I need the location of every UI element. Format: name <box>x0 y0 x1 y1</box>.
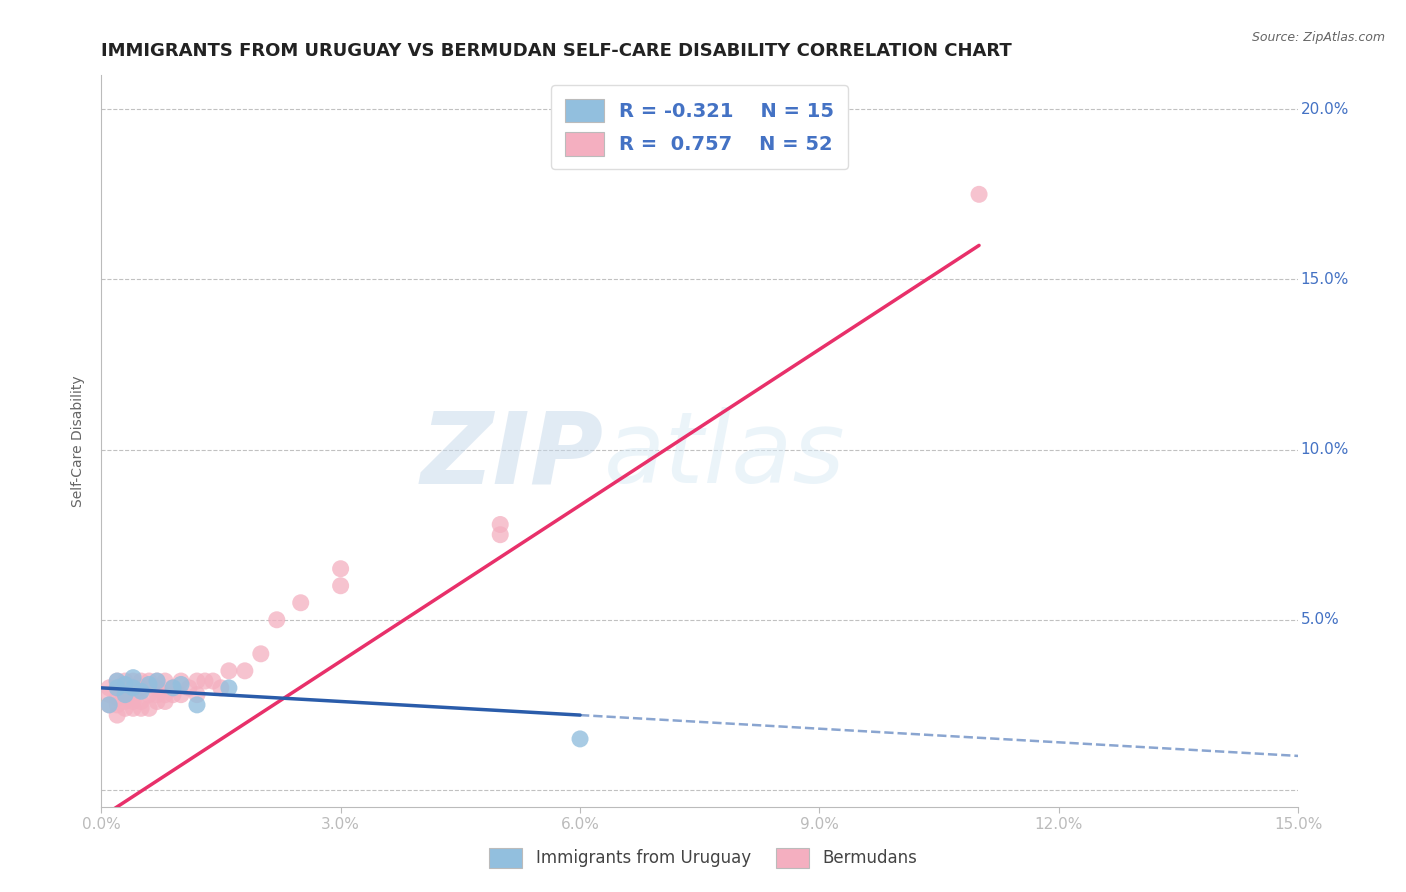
Point <box>105 674 128 689</box>
Text: 5.0%: 5.0% <box>1301 612 1340 627</box>
Point <box>114 688 136 702</box>
Point <box>122 688 145 702</box>
Point <box>218 664 240 678</box>
Point <box>266 613 288 627</box>
Point <box>162 681 184 695</box>
Point <box>122 681 145 695</box>
Point <box>138 701 160 715</box>
Point <box>170 674 193 689</box>
Point <box>170 677 193 691</box>
Point <box>146 694 169 708</box>
Point <box>105 691 128 706</box>
Text: ZIP: ZIP <box>420 408 605 504</box>
Point <box>967 187 990 202</box>
Point <box>186 698 208 712</box>
Point <box>329 562 352 576</box>
Point <box>138 674 160 689</box>
Point <box>170 688 193 702</box>
Point <box>146 688 169 702</box>
Point <box>290 596 312 610</box>
Point <box>194 674 217 689</box>
Point <box>129 674 152 689</box>
Point <box>122 681 145 695</box>
Text: 15.0%: 15.0% <box>1301 272 1348 287</box>
Point <box>129 694 152 708</box>
Point <box>218 681 240 695</box>
Point <box>569 731 592 746</box>
Point <box>129 681 152 695</box>
Point <box>153 688 176 702</box>
Point <box>114 694 136 708</box>
Point <box>201 674 224 689</box>
Legend: Immigrants from Uruguay, Bermudans: Immigrants from Uruguay, Bermudans <box>482 841 924 875</box>
Legend: R = -0.321    N = 15, R =  0.757    N = 52: R = -0.321 N = 15, R = 0.757 N = 52 <box>551 85 848 169</box>
Y-axis label: Self-Care Disability: Self-Care Disability <box>72 376 86 507</box>
Point <box>138 677 160 691</box>
Point <box>233 664 256 678</box>
Point <box>122 694 145 708</box>
Point <box>98 681 121 695</box>
Point <box>153 694 176 708</box>
Point <box>329 579 352 593</box>
Text: atlas: atlas <box>605 408 845 504</box>
Text: 10.0%: 10.0% <box>1301 442 1348 457</box>
Point <box>489 527 512 541</box>
Point <box>138 688 160 702</box>
Point <box>146 681 169 695</box>
Point <box>250 647 273 661</box>
Point <box>105 698 128 712</box>
Point <box>129 701 152 715</box>
Point <box>114 674 136 689</box>
Point <box>146 674 169 689</box>
Point <box>153 674 176 689</box>
Text: 20.0%: 20.0% <box>1301 102 1348 117</box>
Point <box>105 708 128 723</box>
Text: IMMIGRANTS FROM URUGUAY VS BERMUDAN SELF-CARE DISABILITY CORRELATION CHART: IMMIGRANTS FROM URUGUAY VS BERMUDAN SELF… <box>101 42 1012 60</box>
Point <box>186 688 208 702</box>
Point <box>162 688 184 702</box>
Point <box>129 684 152 698</box>
Point <box>122 671 145 685</box>
Point <box>489 517 512 532</box>
Point <box>105 681 128 695</box>
Point <box>114 681 136 695</box>
Point <box>122 674 145 689</box>
Point <box>114 701 136 715</box>
Point <box>186 674 208 689</box>
Point <box>105 674 128 689</box>
Point <box>114 677 136 691</box>
Text: Source: ZipAtlas.com: Source: ZipAtlas.com <box>1251 31 1385 45</box>
Point <box>98 688 121 702</box>
Point <box>98 698 121 712</box>
Point <box>98 698 121 712</box>
Point <box>146 674 169 689</box>
Point <box>177 681 200 695</box>
Point <box>209 681 232 695</box>
Point <box>162 681 184 695</box>
Point <box>114 688 136 702</box>
Point <box>122 701 145 715</box>
Point <box>105 681 128 695</box>
